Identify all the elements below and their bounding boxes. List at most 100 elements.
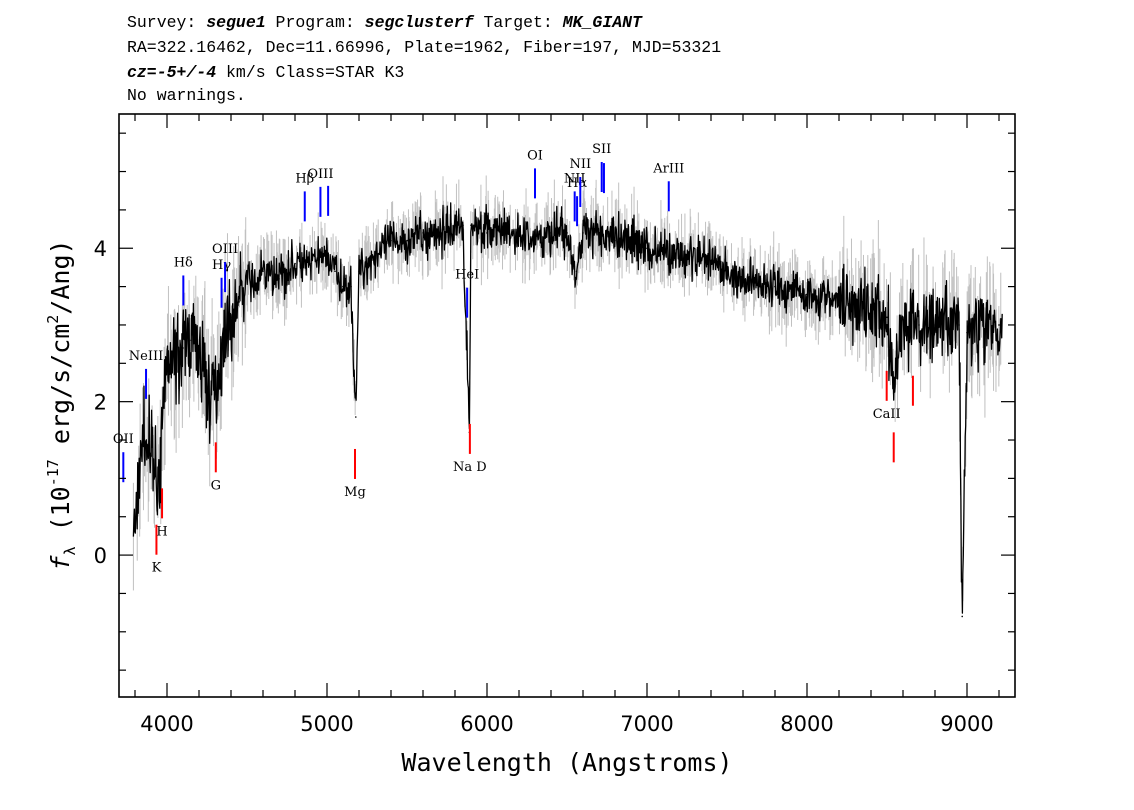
flux-point bbox=[886, 316, 888, 319]
flux-point bbox=[614, 239, 616, 242]
line-label-Hgamma: Hγ bbox=[212, 258, 231, 273]
target-value: MK_GIANT bbox=[562, 13, 642, 32]
flux-point bbox=[998, 324, 1000, 326]
flux-point bbox=[918, 324, 920, 326]
flux-point bbox=[310, 262, 312, 265]
y-axis-title: fλ (10-17 erg/s/cm2/Ang) bbox=[44, 239, 79, 570]
line-label-HeI: HeI bbox=[455, 268, 479, 283]
flux-point bbox=[182, 347, 184, 349]
flux-point bbox=[158, 477, 160, 480]
flux-point bbox=[326, 255, 328, 257]
class-text: km/s Class=STAR K3 bbox=[216, 63, 405, 82]
flux-point bbox=[374, 255, 376, 257]
flux-point bbox=[934, 324, 936, 326]
flux-point bbox=[478, 224, 480, 227]
line-label-G: G bbox=[211, 478, 221, 493]
flux-point bbox=[142, 431, 144, 434]
flux-point bbox=[982, 324, 984, 326]
survey-label: Survey: bbox=[127, 13, 207, 32]
flux-point bbox=[838, 301, 840, 303]
target-label: Target: bbox=[473, 13, 563, 32]
line-label-ArIII: ArIII bbox=[652, 161, 684, 176]
plot-frame bbox=[118, 113, 1016, 698]
flux-point bbox=[190, 339, 192, 342]
flux-point bbox=[902, 316, 904, 319]
flux-point bbox=[422, 232, 424, 234]
x-tick-label: 4000 bbox=[140, 712, 193, 736]
flux-line bbox=[132, 202, 1003, 614]
header-line-4: No warnings. bbox=[127, 86, 246, 105]
flux-point bbox=[438, 232, 440, 234]
flux-point bbox=[214, 393, 216, 395]
line-label-OI: OI bbox=[527, 148, 543, 163]
flux-point bbox=[710, 262, 712, 265]
flux-point bbox=[958, 324, 960, 326]
x-tick-label: 7000 bbox=[620, 712, 673, 736]
program-label: Program: bbox=[265, 13, 365, 32]
line-label-H: H bbox=[156, 524, 167, 539]
line-label-NII-6583: NII bbox=[569, 157, 591, 172]
flux-point bbox=[334, 270, 336, 273]
line-label-OIII-4363: OIII bbox=[212, 242, 238, 257]
flux-point bbox=[150, 454, 152, 457]
flux-point bbox=[294, 262, 296, 265]
line-label-OIII-4959: OIII bbox=[307, 167, 333, 182]
flux-point bbox=[774, 285, 776, 288]
y-tick-label: 0 bbox=[94, 544, 107, 568]
line-label-Hbeta: Hβ bbox=[295, 171, 314, 186]
flux-point bbox=[598, 232, 600, 234]
flux-point bbox=[390, 239, 392, 242]
line-label-NaD: Na D bbox=[453, 460, 487, 475]
header-line-2: RA=322.16462, Dec=11.66996, Plate=1962, … bbox=[127, 38, 722, 57]
flux-point bbox=[502, 232, 504, 234]
header-line-1: Survey: segue1 Program: segclusterf Targ… bbox=[127, 12, 642, 34]
flux-point bbox=[350, 285, 352, 288]
y-axis-ticks: 0 2 4 bbox=[94, 132, 1015, 671]
flux-point bbox=[222, 339, 224, 342]
x-tick-label: 5000 bbox=[300, 712, 353, 736]
flux-point bbox=[534, 239, 536, 242]
flux-point bbox=[262, 270, 264, 273]
flux-point bbox=[486, 232, 488, 234]
flux-point bbox=[966, 331, 968, 334]
flux-point bbox=[742, 278, 744, 280]
flux-point bbox=[342, 285, 344, 288]
flux-point bbox=[566, 232, 568, 234]
flux-point bbox=[678, 255, 680, 257]
line-label-Halpha: Hα bbox=[567, 176, 587, 191]
line-label-Hdelta: Hδ bbox=[174, 255, 193, 270]
flux-point bbox=[470, 224, 472, 227]
flux-point bbox=[454, 224, 456, 227]
flux-point bbox=[550, 232, 552, 234]
flux-point bbox=[355, 416, 357, 418]
flux-point bbox=[254, 285, 256, 288]
redshift-value: cz=-5+/-4 bbox=[127, 63, 217, 82]
x-tick-label: 9000 bbox=[940, 712, 993, 736]
flux-point bbox=[366, 262, 368, 265]
x-tick-label: 8000 bbox=[780, 712, 833, 736]
flux-point bbox=[462, 224, 464, 227]
flux-point bbox=[961, 615, 963, 618]
flux-point bbox=[134, 523, 136, 526]
x-axis-title: Wavelength (Angstroms) bbox=[401, 748, 732, 777]
flux-point bbox=[806, 293, 808, 296]
flux-point bbox=[238, 301, 240, 303]
flux-point bbox=[950, 324, 952, 326]
line-label-SII-6717: SII bbox=[592, 142, 611, 157]
line-label-NeIII: NeIII bbox=[129, 349, 163, 364]
header-line-3: cz=-5+/-4 km/s Class=STAR K3 bbox=[127, 62, 404, 84]
line-label-K: K bbox=[152, 561, 162, 576]
flux-point bbox=[174, 354, 176, 357]
flux-point bbox=[206, 385, 208, 388]
flux-point bbox=[406, 239, 408, 242]
y-tick-label: 4 bbox=[94, 237, 107, 261]
flux-point bbox=[230, 316, 232, 319]
x-axis-ticks: 4000 5000 6000 7000 8000 9000 bbox=[134, 114, 1000, 736]
flux-series bbox=[132, 202, 1003, 618]
flux-point bbox=[892, 377, 895, 380]
line-label-CaII-8498: CaII bbox=[873, 407, 901, 422]
flux-point bbox=[646, 247, 648, 250]
flux-point bbox=[630, 239, 632, 242]
